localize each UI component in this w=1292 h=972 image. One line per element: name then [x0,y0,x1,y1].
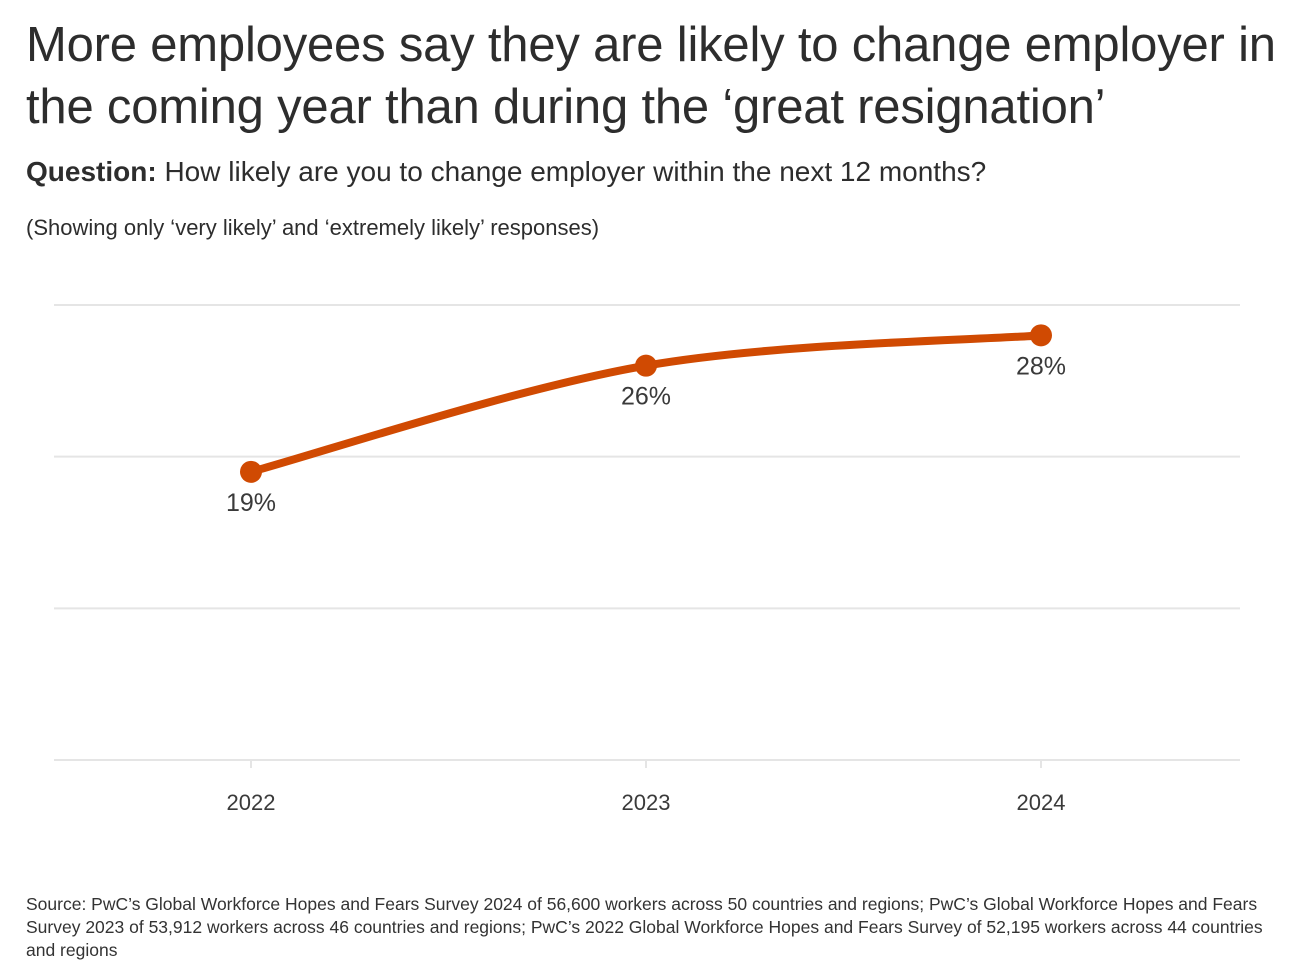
question-label: Question: [26,156,157,187]
x-tick-label: 2022 [227,790,276,815]
data-label: 19% [226,489,276,517]
source-note: Source: PwC’s Global Workforce Hopes and… [26,894,1263,960]
data-label: 26% [621,383,671,411]
question-line: Question: How likely are you to change e… [26,154,986,190]
data-points [240,324,1052,483]
x-axis-ticks: 2022 2023 2024 [227,760,1066,815]
data-point [1030,324,1052,347]
data-label: 28% [1016,352,1066,380]
data-labels: 19% 26% 28% [226,352,1066,517]
chart-note: (Showing only ‘very likely’ and ‘extreme… [26,215,600,240]
data-point [635,354,657,377]
x-tick-label: 2023 [622,790,671,815]
question-text: How likely are you to change employer wi… [164,156,987,187]
data-point [240,460,262,483]
x-tick-label: 2024 [1017,790,1066,815]
chart-title: More employees say they are likely to ch… [26,18,1276,134]
